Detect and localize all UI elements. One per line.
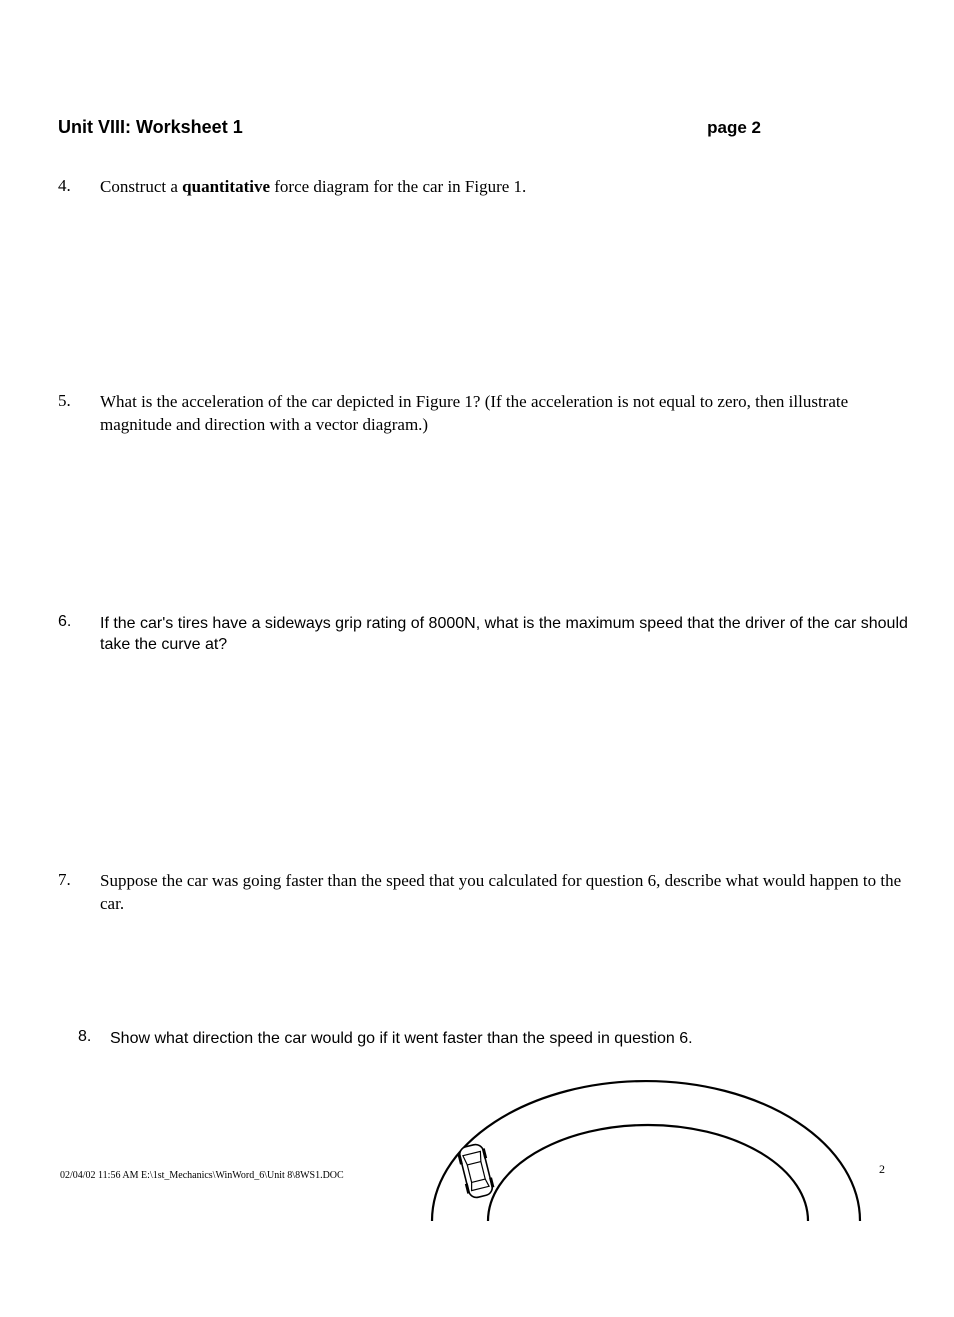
question-number: 8. [78, 1028, 110, 1050]
footer-path: 02/04/02 11:56 AM E:\1st_Mechanics\WinWo… [60, 1170, 344, 1181]
q4-bold: quantitative [182, 177, 270, 196]
q4-suffix: force diagram for the car in Figure 1. [270, 177, 526, 196]
q4-prefix: Construct a [100, 177, 182, 196]
question-4: 4. Construct a quantitative force diagra… [0, 176, 954, 199]
question-text: Suppose the car was going faster than th… [100, 870, 914, 916]
question-text: Construct a quantitative force diagram f… [100, 176, 526, 199]
page-label: page 2 [707, 118, 761, 138]
question-number: 4. [58, 176, 100, 199]
question-text: What is the acceleration of the car depi… [100, 391, 914, 437]
unit-title: Unit VIII: Worksheet 1 [58, 117, 243, 138]
question-6: 6. If the car's tires have a sideways gr… [0, 613, 954, 656]
header: Unit VIII: Worksheet 1 page 2 [0, 0, 954, 138]
footer-page-number: 2 [879, 1162, 885, 1177]
road-diagram [424, 1041, 868, 1221]
question-number: 7. [58, 870, 100, 916]
question-text: If the car's tires have a sideways grip … [100, 613, 914, 656]
question-5: 5. What is the acceleration of the car d… [0, 391, 954, 437]
question-number: 6. [58, 613, 100, 656]
question-7: 7. Suppose the car was going faster than… [0, 870, 954, 916]
question-number: 5. [58, 391, 100, 437]
